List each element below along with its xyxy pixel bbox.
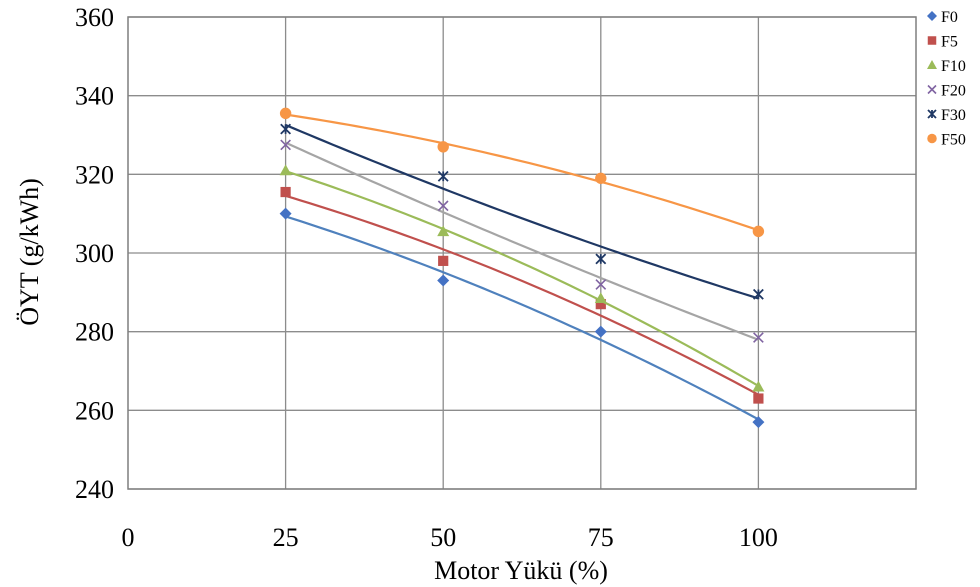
legend-label-f20: F20 xyxy=(941,83,966,100)
y-tick-label: 260 xyxy=(75,396,114,425)
legend-label-f50: F50 xyxy=(941,132,966,149)
trendline-f10 xyxy=(286,171,759,386)
grid xyxy=(128,17,916,489)
data-point-f5 xyxy=(281,187,291,197)
legend-marker-f0 xyxy=(927,11,937,21)
trendline-f0 xyxy=(286,216,759,419)
series-layer xyxy=(280,108,765,428)
legend-label-f10: F10 xyxy=(941,58,966,75)
legend-marker-f5 xyxy=(928,36,937,45)
legend-marker-f20 xyxy=(928,86,936,94)
data-point-f30 xyxy=(596,254,606,264)
y-tick-label: 240 xyxy=(75,475,114,504)
data-point-f0 xyxy=(595,326,607,338)
data-point-f30 xyxy=(281,124,291,134)
data-point-f50 xyxy=(438,141,449,152)
x-tick-label: 0 xyxy=(122,523,135,552)
trendline-f50 xyxy=(286,115,759,231)
data-point-f10 xyxy=(280,164,292,175)
data-point-f5 xyxy=(438,256,448,266)
data-point-f0 xyxy=(437,275,449,287)
tick-labels: 240 260 280 300 320 340 360 0 25 50 75 100 xyxy=(75,3,778,552)
legend: F0 F5 F10 F20 F30 F50 xyxy=(927,9,966,149)
legend-marker-f50 xyxy=(927,134,937,144)
y-tick-label: 280 xyxy=(75,318,114,347)
legend-marker-f10 xyxy=(927,60,937,69)
y-tick-label: 360 xyxy=(75,3,114,32)
x-tick-label: 25 xyxy=(273,523,299,552)
y-tick-label: 340 xyxy=(75,82,114,111)
data-point-f30 xyxy=(438,172,448,182)
data-point-f5 xyxy=(753,393,763,403)
data-point-f50 xyxy=(595,173,606,184)
legend-marker-f30 xyxy=(928,110,936,118)
y-axis-title: ÖYT (g/kWh) xyxy=(15,178,44,326)
legend-label-f30: F30 xyxy=(941,107,966,124)
series-f20 xyxy=(281,140,763,342)
data-point-f30 xyxy=(754,290,764,300)
y-tick-label: 320 xyxy=(75,160,114,189)
x-tick-label: 50 xyxy=(430,523,456,552)
legend-label-f0: F0 xyxy=(941,9,958,26)
trendline-f5 xyxy=(286,196,759,395)
x-tick-label: 100 xyxy=(739,523,778,552)
x-tick-label: 75 xyxy=(588,523,614,552)
series-f0 xyxy=(280,208,765,428)
y-tick-label: 300 xyxy=(75,239,114,268)
legend-label-f5: F5 xyxy=(941,34,958,51)
data-point-f50 xyxy=(753,226,764,237)
x-axis-title: Motor Yükü (%) xyxy=(434,556,608,585)
data-point-f50 xyxy=(280,108,291,119)
trendline-f30 xyxy=(286,125,759,298)
series-f30 xyxy=(281,124,763,299)
